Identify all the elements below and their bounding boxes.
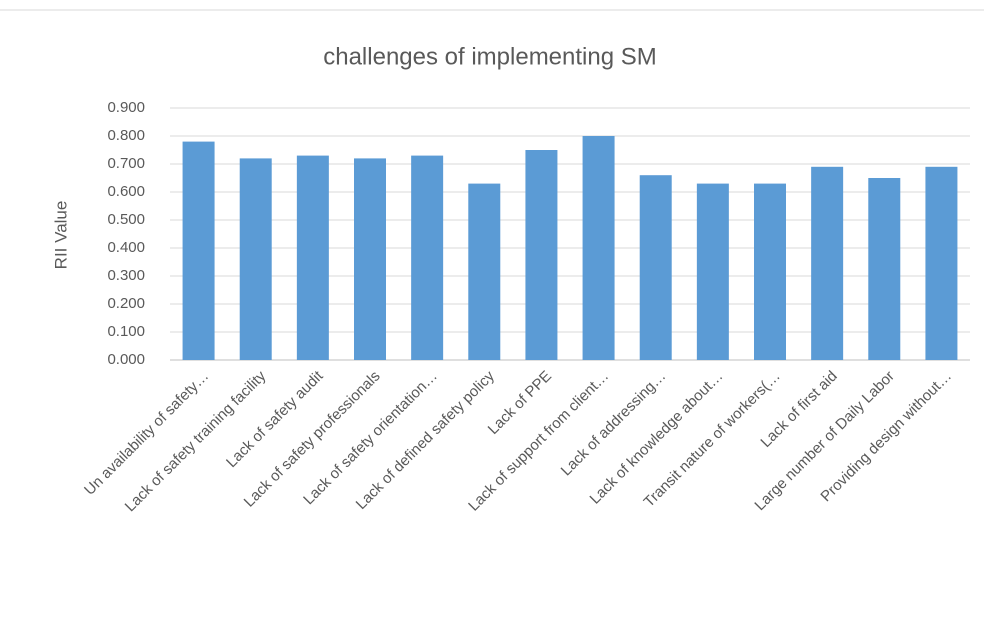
bar xyxy=(296,155,329,360)
y-tick-label: 0.800 xyxy=(107,127,145,144)
bar xyxy=(525,150,558,360)
y-tick-label: 0.600 xyxy=(107,183,145,200)
bar xyxy=(582,136,615,360)
bar xyxy=(925,166,958,360)
y-axis-title: RII Value xyxy=(51,201,70,270)
y-tick-label: 0.100 xyxy=(107,323,145,340)
bar xyxy=(696,183,729,360)
bar xyxy=(468,183,501,360)
chart-title: challenges of implementing SM xyxy=(323,43,657,70)
bar xyxy=(411,155,444,360)
bar xyxy=(239,158,272,360)
bar xyxy=(354,158,386,360)
bar xyxy=(182,141,215,360)
bar xyxy=(868,178,901,360)
y-tick-label: 0.400 xyxy=(107,239,145,256)
bar xyxy=(639,175,672,360)
y-tick-label: 0.300 xyxy=(107,267,145,284)
y-tick-label: 0.000 xyxy=(107,351,145,368)
y-tick-label: 0.200 xyxy=(107,295,145,312)
y-tick-label: 0.900 xyxy=(107,99,145,116)
x-tick-label: Lack of addressing… xyxy=(558,368,670,480)
y-tick-label: 0.500 xyxy=(107,211,145,228)
x-tick-label: Lack of safety audit xyxy=(223,367,327,471)
y-tick-label: 0.700 xyxy=(107,155,145,172)
bar xyxy=(811,166,844,360)
bar xyxy=(754,183,786,360)
